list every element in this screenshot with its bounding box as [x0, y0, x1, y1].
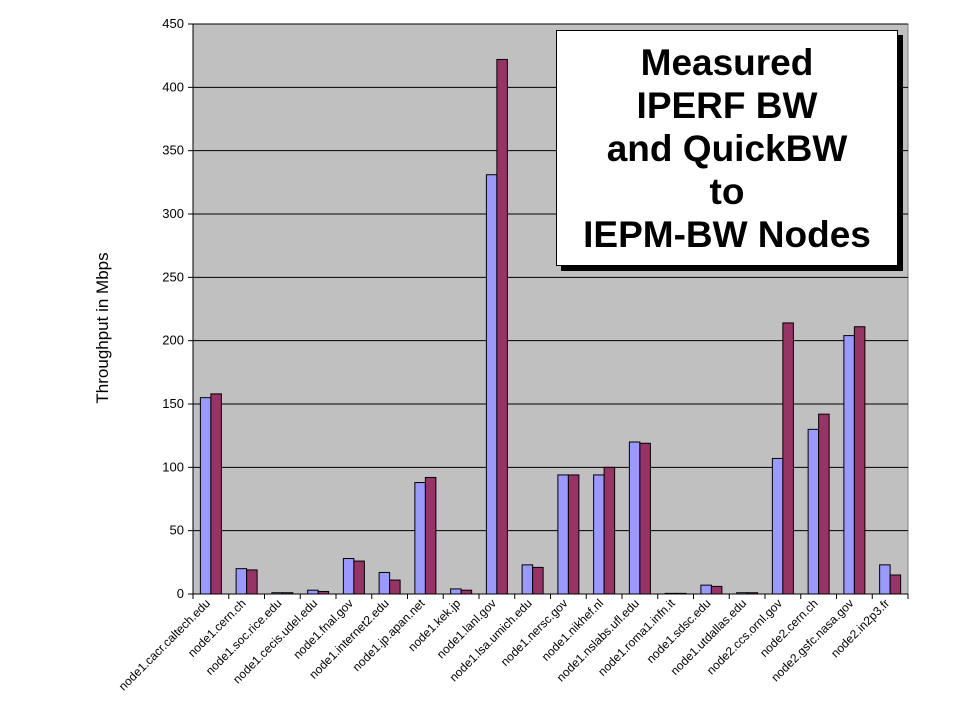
- bar: [889, 574, 902, 595]
- bar: [807, 428, 820, 595]
- bar: [782, 322, 794, 595]
- bar: [424, 476, 437, 595]
- x-tick-label: node1.nikhef.nl: [539, 596, 606, 663]
- bar: [450, 588, 462, 595]
- y-tick-label: 400: [162, 79, 184, 94]
- y-tick-label: 0: [177, 586, 184, 601]
- bar: [342, 558, 355, 595]
- bar: [879, 564, 891, 595]
- bar: [460, 589, 473, 595]
- title-line-1: Measured: [640, 41, 814, 83]
- bar: [593, 474, 605, 595]
- y-tick-label: 200: [162, 333, 184, 348]
- bar: [710, 585, 723, 595]
- bars: [199, 58, 902, 595]
- x-tick-labels: node1.cacr.caltech.edunode1.cern.chnode1…: [116, 596, 892, 694]
- bar: [639, 442, 651, 595]
- bar: [199, 397, 212, 595]
- y-tick-label: 300: [162, 206, 184, 221]
- bar: [700, 584, 712, 595]
- bar: [557, 474, 569, 595]
- title-line-5: IEPM-BW Nodes: [583, 213, 871, 255]
- bar: [843, 335, 855, 595]
- bar: [603, 466, 616, 595]
- title-line-2: IPERF BW: [636, 84, 818, 126]
- bar: [818, 413, 830, 595]
- y-tick-label: 450: [162, 16, 184, 31]
- y-tick-label: 250: [162, 269, 184, 284]
- bar: [532, 566, 544, 595]
- bar: [378, 571, 391, 595]
- bar: [389, 579, 401, 595]
- title-line-3: and QuickBW: [606, 127, 848, 169]
- y-tick-label: 50: [170, 523, 184, 538]
- bar: [628, 441, 641, 595]
- axes: [188, 23, 909, 599]
- bar: [485, 174, 498, 595]
- bar: [771, 457, 784, 595]
- bar: [246, 569, 258, 595]
- bar: [353, 560, 365, 595]
- y-tick-label: 150: [162, 396, 184, 411]
- bar: [210, 393, 222, 595]
- title-line-4: to: [709, 170, 745, 212]
- bar: [307, 589, 319, 595]
- bar: [853, 326, 866, 595]
- bar: [496, 58, 508, 595]
- bar: [235, 568, 248, 595]
- y-tick-label: 350: [162, 143, 184, 158]
- bar: [414, 482, 426, 595]
- y-tick-label: 100: [162, 459, 184, 474]
- bar: [567, 474, 580, 595]
- y-axis-title: Throughput in Mbps: [93, 252, 112, 403]
- bar: [521, 564, 534, 595]
- y-tick-labels: 0 50 100 150 200 250 300 350 400 450: [162, 16, 184, 601]
- chart-title-box: Measured IPERF BW and QuickBW to IEPM-BW…: [556, 30, 898, 266]
- x-tick-label: node1.sdsc.edu: [644, 596, 714, 666]
